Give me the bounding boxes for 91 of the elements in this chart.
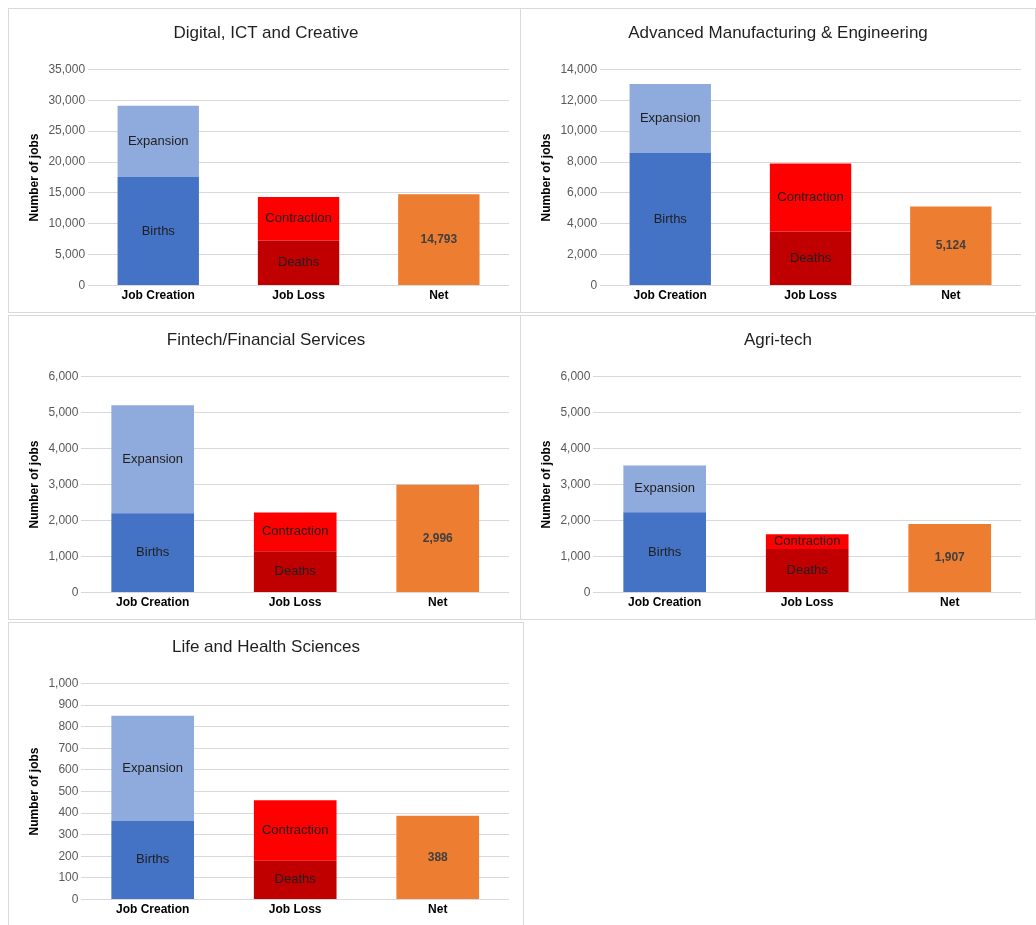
x-tick-label: Net <box>940 595 960 610</box>
series-label: Deaths <box>277 254 320 270</box>
y-tick-label: 600 <box>58 762 79 777</box>
y-tick-label: 10,000 <box>560 123 598 138</box>
series-label: Births <box>648 543 682 559</box>
y-tick-label: 0 <box>78 277 86 292</box>
chart-title: Digital, ICT and Creative <box>173 22 359 42</box>
y-tick-label: 15,000 <box>48 185 86 200</box>
series-label: Expansion <box>127 132 189 148</box>
x-tick-label: Job Loss <box>272 288 326 303</box>
y-tick-label: 3,000 <box>48 476 79 491</box>
x-tick-label: Job Creation <box>628 595 702 610</box>
series-label: Births <box>136 851 170 867</box>
y-tick-label: 0 <box>71 584 79 599</box>
series-label: Births <box>653 210 688 226</box>
y-tick-label: 8,000 <box>567 154 598 169</box>
y-tick-label: 6,000 <box>48 368 79 383</box>
series-label: Deaths <box>789 249 832 265</box>
y-axis-title: Number of jobs <box>538 440 553 529</box>
x-tick-label: Job Creation <box>116 595 190 610</box>
data-label: 14,793 <box>420 231 458 246</box>
y-tick-label: 500 <box>58 783 79 798</box>
x-tick-label: Job Creation <box>121 288 195 303</box>
data-label: 388 <box>427 849 449 864</box>
series-label: Contraction <box>261 523 329 539</box>
y-axis-title: Number of jobs <box>26 747 41 836</box>
series-label: Deaths <box>274 871 317 887</box>
chart-title: Life and Health Sciences <box>171 636 361 656</box>
series-label: Expansion <box>634 480 696 496</box>
y-tick-label: 2,000 <box>567 247 598 262</box>
y-tick-label: 5,000 <box>560 404 591 419</box>
y-tick-label: 0 <box>583 584 591 599</box>
series-label: Expansion <box>122 759 184 775</box>
y-tick-label: 6,000 <box>560 368 591 383</box>
y-tick-label: 900 <box>58 697 79 712</box>
x-tick-label: Job Creation <box>633 288 707 303</box>
y-tick-label: 25,000 <box>48 123 86 138</box>
y-axis-title: Number of jobs <box>26 133 41 222</box>
y-tick-label: 5,000 <box>55 247 86 262</box>
series-label: Contraction <box>773 533 841 549</box>
y-tick-label: 400 <box>58 805 79 820</box>
y-tick-label: 800 <box>58 718 79 733</box>
x-tick-label: Job Loss <box>268 595 322 610</box>
x-tick-label: Job Loss <box>268 902 322 917</box>
y-axis-title: Number of jobs <box>538 133 553 222</box>
series-label: Deaths <box>274 563 317 579</box>
chart-title: Advanced Manufacturing & Engineering <box>628 22 928 42</box>
data-label: 2,996 <box>422 530 454 545</box>
series-label: Expansion <box>122 450 184 466</box>
y-tick-label: 1,000 <box>48 675 79 690</box>
y-tick-label: 700 <box>58 740 79 755</box>
y-tick-label: 100 <box>58 870 79 885</box>
y-tick-label: 14,000 <box>560 61 598 76</box>
x-tick-label: Job Loss <box>780 595 834 610</box>
series-label: Deaths <box>786 562 829 578</box>
y-tick-label: 10,000 <box>48 216 86 231</box>
y-tick-label: 0 <box>590 277 598 292</box>
x-tick-label: Net <box>428 902 448 917</box>
y-tick-label: 2,000 <box>48 512 79 527</box>
y-tick-label: 20,000 <box>48 154 86 169</box>
data-label: 5,124 <box>935 238 967 253</box>
x-tick-label: Job Loss <box>784 288 838 303</box>
chart-title: Fintech/Financial Services <box>166 329 366 349</box>
series-label: Contraction <box>777 189 844 205</box>
y-tick-label: 1,000 <box>560 548 591 563</box>
y-tick-label: 5,000 <box>48 404 79 419</box>
data-label: 1,907 <box>934 550 966 565</box>
y-tick-label: 1,000 <box>48 548 79 563</box>
y-tick-label: 4,000 <box>560 440 591 455</box>
y-tick-label: 300 <box>58 827 79 842</box>
y-tick-label: 0 <box>71 891 79 906</box>
x-tick-label: Job Creation <box>116 902 190 917</box>
x-tick-label: Net <box>429 288 449 303</box>
chart-title: Agri-tech <box>743 329 813 349</box>
x-tick-label: Net <box>428 595 448 610</box>
series-label: Contraction <box>261 821 329 837</box>
y-axis-title: Number of jobs <box>26 440 41 529</box>
y-tick-label: 4,000 <box>48 440 79 455</box>
y-tick-label: 12,000 <box>560 92 598 107</box>
series-label: Contraction <box>265 210 332 226</box>
y-tick-label: 30,000 <box>48 92 86 107</box>
y-tick-label: 3,000 <box>560 476 591 491</box>
y-tick-label: 2,000 <box>560 512 591 527</box>
series-label: Expansion <box>639 110 701 126</box>
series-label: Births <box>141 222 176 238</box>
series-label: Births <box>136 544 170 560</box>
y-tick-label: 35,000 <box>48 61 86 76</box>
y-tick-label: 6,000 <box>567 185 598 200</box>
y-tick-label: 200 <box>58 848 79 863</box>
y-tick-label: 4,000 <box>567 216 598 231</box>
x-tick-label: Net <box>941 288 961 303</box>
